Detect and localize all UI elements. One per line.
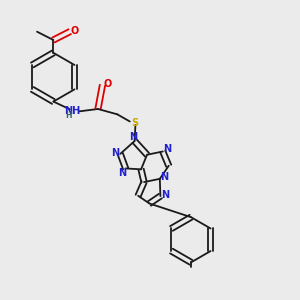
- Text: H: H: [65, 111, 72, 120]
- Text: O: O: [71, 26, 79, 36]
- Text: N: N: [161, 190, 169, 200]
- Text: N: N: [160, 172, 169, 182]
- Text: N: N: [129, 132, 137, 142]
- Text: S: S: [131, 118, 138, 128]
- Text: N: N: [118, 168, 126, 178]
- Text: N: N: [163, 144, 171, 154]
- Text: O: O: [104, 79, 112, 89]
- Text: N: N: [111, 148, 119, 158]
- Text: NH: NH: [64, 106, 81, 116]
